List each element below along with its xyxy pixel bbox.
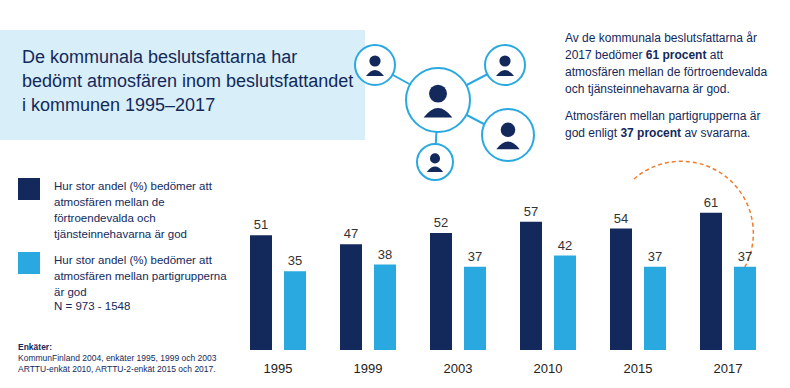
html-text:Atmosfären mellan partigrupper: Atmosfären mellan partigrupperna är god … [565,109,761,140]
svg-text:2003: 2003 [444,361,473,376]
svg-text:37: 37 [738,249,752,264]
svg-text:54: 54 [614,211,628,226]
svg-text:2015: 2015 [624,361,653,376]
svg-text:2010: 2010 [534,361,563,376]
svg-text:47: 47 [344,226,358,241]
html-text:KommunFinland 2004, enkäter 19: KommunFinland 2004, enkäter 1995, 1999 o… [18,353,217,363]
svg-text:37: 37 [648,249,662,264]
svg-text:35: 35 [288,253,302,268]
svg-text:37: 37 [468,249,482,264]
svg-text:57: 57 [524,204,538,219]
svg-text:1995: 1995 [264,361,293,376]
html-text:Enkäter:: Enkäter: [18,342,52,352]
svg-text:42: 42 [558,238,572,253]
html-text:Av de kommunala beslutsfattarn: Av de kommunala beslutsfattarna år 2017 … [565,31,768,96]
html-text:De kommunala beslutsfattarna h: De kommunala beslutsfattarna har bedömt … [22,47,354,115]
svg-text:38: 38 [378,247,392,262]
html-text:Hur stor andel (%) bedömer att: Hur stor andel (%) bedömer att atmosfäre… [54,180,212,240]
html-text:Hur stor andel (%) bedömer att: Hur stor andel (%) bedömer att atmosfäre… [54,254,227,298]
html-text:N = 973 - 1548: N = 973 - 1548 [54,300,131,312]
svg-text:61: 61 [704,195,718,210]
svg-text:1999: 1999 [354,361,383,376]
svg-text:51: 51 [254,217,268,232]
svg-text:2017: 2017 [714,361,743,376]
html-text:ARTTU-enkät 2010, ARTTU-2-enkä: ARTTU-enkät 2010, ARTTU-2-enkät 2015 och… [18,364,216,374]
svg-text:52: 52 [434,215,448,230]
